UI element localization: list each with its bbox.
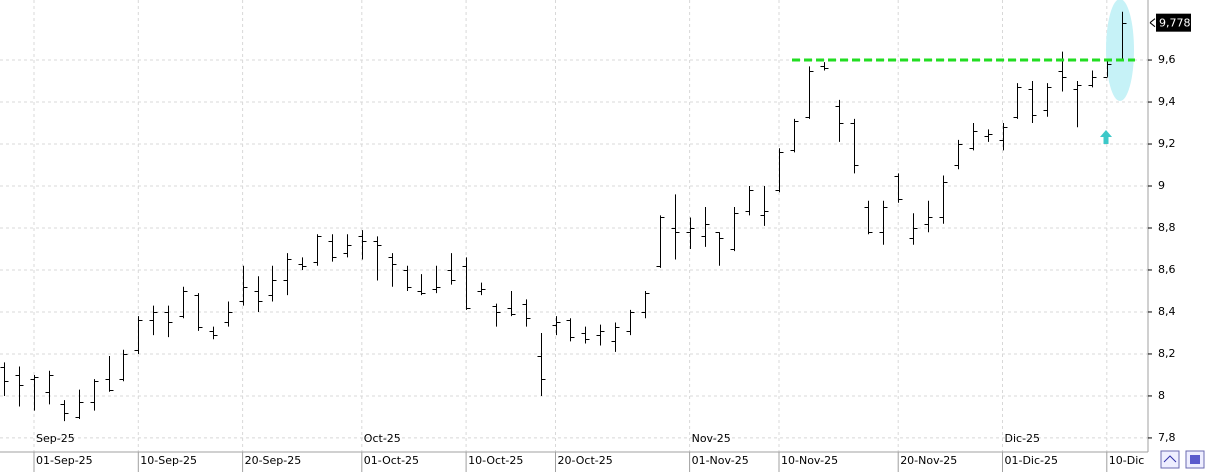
x-tick-label: 10-Oct-25 [468,454,523,467]
y-tick-label: 9,4 [1158,95,1176,108]
y-tick-label: 8,8 [1158,221,1176,234]
x-tick-label: 01-Sep-25 [36,454,93,467]
y-tick-label: 8,2 [1158,347,1176,360]
x-tick-label: 01-Dic-25 [1005,454,1059,467]
x-tick-label: 10-Sep-25 [140,454,197,467]
last-price-box [1156,13,1191,32]
y-tick-label: 8 [1158,389,1165,402]
x-tick-label: 20-Sep-25 [245,454,302,467]
x-tick-label: 10-Dic [1109,454,1145,467]
x-tick-label: 20-Oct-25 [558,454,613,467]
zoom-icon [1163,455,1177,463]
y-tick-label: 9,6 [1158,53,1176,66]
highlight-ellipse [1106,0,1134,101]
last-price-pointer [1149,18,1156,28]
y-tick-label: 8,6 [1158,263,1176,276]
month-label: Dic-25 [1005,432,1041,445]
x-tick-label: 01-Oct-25 [364,454,419,467]
zoom-button[interactable] [1160,450,1180,469]
y-tick-label: 9,2 [1158,137,1176,150]
y-tick-label: 9 [1158,179,1165,192]
x-tick-label: 20-Nov-25 [900,454,957,467]
grid [0,0,1148,452]
axis: 7,8 8 8,2 8,4 8,6 8,8 9 9,2 9,4 9,6 01-Sep-25 10-Se… [33,13,1191,472]
x-tick-label: 10-Nov-25 [781,454,838,467]
x-tick-label: 01-Nov-25 [692,454,749,467]
y-tick-label: 7,8 [1158,431,1176,444]
bars [0,11,1135,422]
month-label: Nov-25 [692,432,731,445]
month-label: Oct-25 [364,432,401,445]
up-arrow [1100,130,1112,144]
save-icon [1190,455,1200,464]
month-label: Sep-25 [36,432,75,445]
y-tick-label: 8,4 [1158,305,1176,318]
last-price-label: 9,778 [1159,17,1191,30]
